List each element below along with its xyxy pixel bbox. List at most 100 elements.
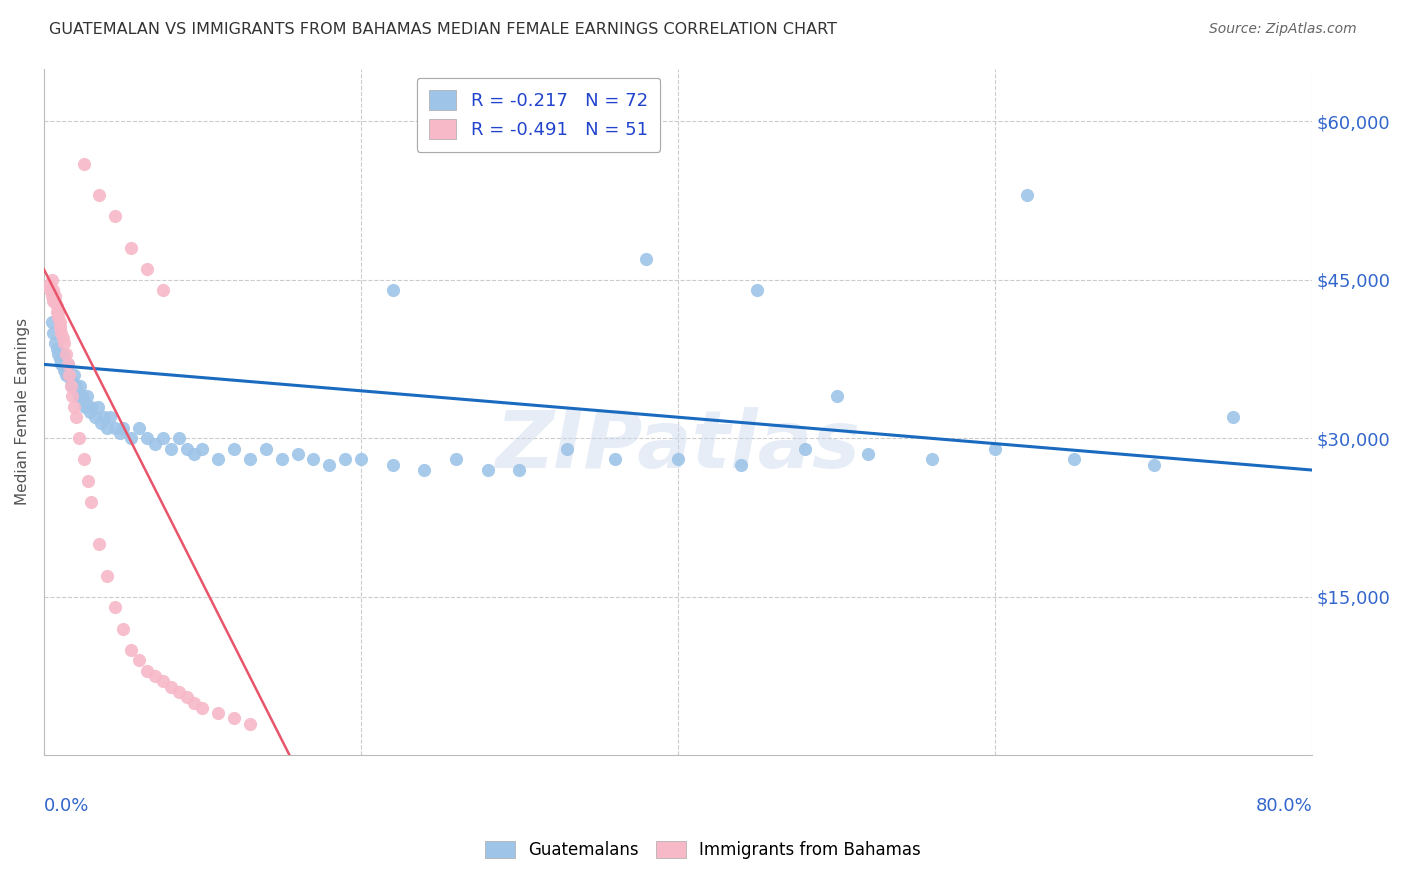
Point: [66, 384, 89, 398]
Point: [67, 389, 90, 403]
Point: [72, 394, 94, 409]
Point: [603, 452, 626, 467]
Point: [825, 389, 848, 403]
Text: ZIPatlas: ZIPatlas: [495, 408, 860, 485]
Point: [45, 299, 67, 313]
Point: [77, 400, 100, 414]
Point: [136, 262, 159, 277]
Point: [55, 347, 77, 361]
Point: [176, 690, 198, 705]
Point: [381, 458, 404, 472]
Point: [45, 342, 67, 356]
Point: [90, 416, 112, 430]
Point: [59, 378, 82, 392]
Point: [45, 304, 67, 318]
Point: [55, 368, 77, 382]
Point: [69, 378, 91, 392]
Point: [636, 252, 658, 266]
Point: [1142, 458, 1164, 472]
Point: [239, 716, 262, 731]
Point: [333, 452, 356, 467]
Point: [39, 284, 62, 298]
Point: [44, 336, 66, 351]
Point: [72, 156, 94, 170]
Point: [65, 378, 87, 392]
Text: 80.0%: 80.0%: [1256, 797, 1312, 814]
Point: [56, 358, 79, 372]
Point: [1063, 452, 1085, 467]
Point: [70, 389, 93, 403]
Text: 0.0%: 0.0%: [44, 797, 89, 814]
Point: [65, 410, 87, 425]
Point: [63, 368, 86, 382]
Point: [152, 674, 174, 689]
Point: [159, 680, 181, 694]
Point: [858, 447, 880, 461]
Point: [167, 685, 190, 699]
Point: [112, 622, 135, 636]
Point: [58, 368, 80, 382]
Point: [108, 426, 131, 441]
Point: [44, 293, 66, 308]
Point: [38, 278, 60, 293]
Point: [48, 352, 70, 367]
Point: [96, 421, 118, 435]
Point: [128, 653, 150, 667]
Point: [87, 400, 110, 414]
Point: [93, 410, 115, 425]
Point: [120, 642, 142, 657]
Point: [44, 289, 66, 303]
Point: [120, 241, 142, 255]
Point: [136, 664, 159, 678]
Point: [83, 410, 105, 425]
Point: [176, 442, 198, 456]
Point: [67, 431, 90, 445]
Point: [224, 711, 246, 725]
Point: [183, 696, 205, 710]
Point: [75, 400, 97, 414]
Point: [921, 452, 943, 467]
Point: [41, 315, 63, 329]
Point: [143, 669, 166, 683]
Point: [76, 389, 98, 403]
Text: GUATEMALAN VS IMMIGRANTS FROM BAHAMAS MEDIAN FEMALE EARNINGS CORRELATION CHART: GUATEMALAN VS IMMIGRANTS FROM BAHAMAS ME…: [49, 22, 837, 37]
Point: [508, 463, 530, 477]
Point: [53, 362, 76, 376]
Point: [72, 452, 94, 467]
Point: [42, 326, 65, 340]
Point: [62, 378, 84, 392]
Point: [112, 421, 135, 435]
Point: [77, 474, 100, 488]
Point: [381, 284, 404, 298]
Point: [58, 368, 80, 382]
Point: [80, 495, 103, 509]
Point: [51, 358, 73, 372]
Point: [747, 284, 769, 298]
Point: [51, 326, 73, 340]
Point: [42, 293, 65, 308]
Point: [318, 458, 340, 472]
Point: [104, 210, 127, 224]
Point: [56, 358, 79, 372]
Point: [41, 273, 63, 287]
Point: [89, 537, 111, 551]
Point: [984, 442, 1007, 456]
Point: [46, 310, 69, 324]
Point: [302, 452, 325, 467]
Point: [167, 431, 190, 445]
Point: [477, 463, 499, 477]
Point: [207, 706, 229, 720]
Point: [96, 568, 118, 582]
Point: [53, 336, 76, 351]
Y-axis label: Median Female Earnings: Median Female Earnings: [15, 318, 30, 506]
Point: [46, 347, 69, 361]
Point: [793, 442, 815, 456]
Point: [48, 315, 70, 329]
Point: [128, 421, 150, 435]
Point: [183, 447, 205, 461]
Point: [350, 452, 373, 467]
Point: [89, 188, 111, 202]
Point: [59, 373, 82, 387]
Point: [48, 320, 70, 334]
Point: [143, 436, 166, 450]
